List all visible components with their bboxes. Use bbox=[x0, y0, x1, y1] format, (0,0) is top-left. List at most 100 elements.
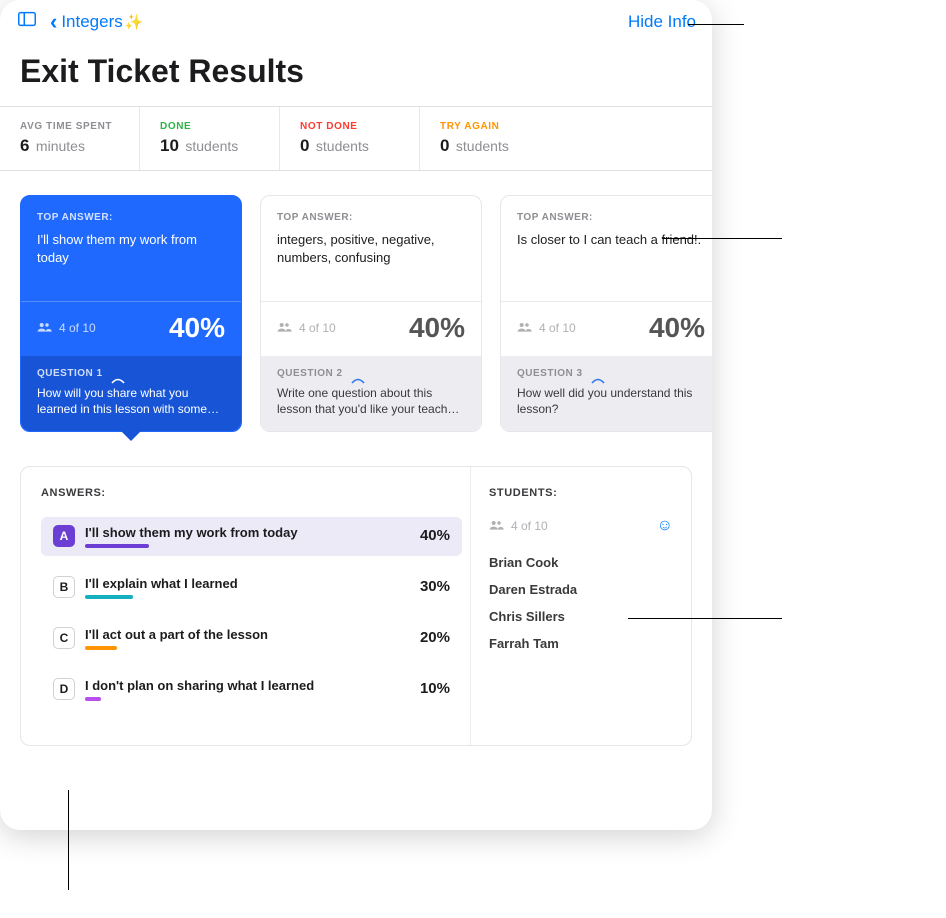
respondent-count: 4 of 10 bbox=[277, 321, 336, 336]
answer-text: I'll show them my work from today bbox=[85, 525, 398, 540]
answer-row[interactable]: C I'll act out a part of the lesson 20% bbox=[41, 619, 462, 658]
top-answer-label: TOP ANSWER: bbox=[37, 212, 225, 223]
stats-strip: AVG TIME SPENT 6 minutes DONE 10 student… bbox=[0, 106, 712, 171]
card-top: TOP ANSWER: integers, positive, negative… bbox=[261, 196, 481, 301]
student-name[interactable]: Brian Cook bbox=[489, 549, 673, 576]
people-icon bbox=[37, 321, 53, 336]
stat-unit: minutes bbox=[36, 138, 85, 154]
people-icon bbox=[277, 321, 293, 336]
stat-value: 0 bbox=[300, 136, 309, 155]
question-card[interactable]: TOP ANSWER: Is closer to I can teach a f… bbox=[500, 195, 712, 432]
answer-letter-badge: B bbox=[53, 576, 75, 598]
question-number-label: QUESTION 1 bbox=[37, 368, 103, 379]
answer-row[interactable]: A I'll show them my work from today 40% bbox=[41, 517, 462, 556]
stat-label: TRY AGAIN bbox=[440, 121, 542, 132]
answer-row[interactable]: D I don't plan on sharing what I learned… bbox=[41, 670, 462, 709]
stat-label: AVG TIME SPENT bbox=[20, 121, 121, 132]
students-count-text: 4 of 10 bbox=[511, 519, 548, 533]
respondent-count: 4 of 10 bbox=[517, 321, 576, 336]
people-icon bbox=[489, 519, 505, 534]
top-answer-text: integers, positive, negative, numbers, c… bbox=[277, 231, 465, 266]
answer-letter-badge: D bbox=[53, 678, 75, 700]
stat-value: 6 bbox=[20, 136, 29, 155]
arc-icon bbox=[351, 371, 365, 377]
stat-unit: students bbox=[456, 138, 509, 154]
student-name[interactable]: Chris Sillers bbox=[489, 603, 673, 630]
students-section-label: STUDENTS: bbox=[489, 487, 673, 499]
hide-info-button[interactable]: Hide Info bbox=[628, 12, 696, 32]
question-cards-row: TOP ANSWER: I'll show them my work from … bbox=[0, 171, 712, 456]
question-card[interactable]: TOP ANSWER: integers, positive, negative… bbox=[260, 195, 482, 432]
answer-bar bbox=[85, 646, 117, 650]
callout-line bbox=[68, 790, 69, 890]
answers-column: ANSWERS: A I'll show them my work from t… bbox=[21, 467, 471, 745]
question-card[interactable]: TOP ANSWER: I'll show them my work from … bbox=[20, 195, 242, 432]
answer-letter-badge: C bbox=[53, 627, 75, 649]
answer-text: I don't plan on sharing what I learned bbox=[85, 678, 398, 693]
stat-value: 0 bbox=[440, 136, 449, 155]
callout-line bbox=[662, 238, 782, 239]
sparkle-icon: ✨ bbox=[125, 13, 144, 31]
stat-label: NOT DONE bbox=[300, 121, 401, 132]
stat-block: NOT DONE 0 students bbox=[280, 107, 420, 170]
stat-value: 10 bbox=[160, 136, 179, 155]
callout-line bbox=[688, 24, 744, 25]
stat-unit: students bbox=[316, 138, 369, 154]
arc-icon bbox=[591, 371, 605, 377]
stat-block: DONE 10 students bbox=[140, 107, 280, 170]
card-mid: 4 of 10 40% bbox=[21, 301, 241, 356]
student-name[interactable]: Daren Estrada bbox=[489, 576, 673, 603]
students-column: STUDENTS: 4 of 10 ☺ Brian CookDaren Estr… bbox=[471, 467, 691, 745]
answer-text: I'll explain what I learned bbox=[85, 576, 398, 591]
stat-block: TRY AGAIN 0 students bbox=[420, 107, 560, 170]
card-bottom: QUESTION 1 How will you share what you l… bbox=[21, 356, 241, 431]
answer-percentage: 20% bbox=[408, 627, 450, 646]
answer-letter-badge: A bbox=[53, 525, 75, 547]
answer-body: I'll show them my work from today bbox=[85, 525, 398, 548]
top-answer-label: TOP ANSWER: bbox=[277, 212, 465, 223]
student-name[interactable]: Farrah Tam bbox=[489, 630, 673, 657]
people-icon bbox=[517, 321, 533, 336]
app-frame: ‹ Integers ✨ Hide Info Exit Ticket Resul… bbox=[0, 0, 712, 830]
question-number-label: QUESTION 3 bbox=[517, 368, 583, 379]
detail-panel: ANSWERS: A I'll show them my work from t… bbox=[20, 466, 692, 746]
card-top: TOP ANSWER: Is closer to I can teach a f… bbox=[501, 196, 712, 301]
percentage-value: 40% bbox=[649, 312, 705, 344]
answer-bar bbox=[85, 544, 149, 548]
stat-unit: students bbox=[185, 138, 238, 154]
answer-percentage: 10% bbox=[408, 678, 450, 697]
stat-block: AVG TIME SPENT 6 minutes bbox=[0, 107, 140, 170]
percentage-value: 40% bbox=[409, 312, 465, 344]
percentage-value: 40% bbox=[169, 312, 225, 344]
answer-bar bbox=[85, 595, 133, 599]
answer-text: I'll act out a part of the lesson bbox=[85, 627, 398, 642]
sidebar-toggle-icon[interactable] bbox=[16, 8, 38, 35]
respondent-count: 4 of 10 bbox=[37, 321, 96, 336]
answer-body: I'll act out a part of the lesson bbox=[85, 627, 398, 650]
page-title: Exit Ticket Results bbox=[0, 43, 712, 106]
question-text: How well did you understand this lesson? bbox=[517, 385, 705, 417]
chevron-left-icon: ‹ bbox=[50, 11, 57, 33]
card-mid: 4 of 10 40% bbox=[501, 301, 712, 356]
count-text: 4 of 10 bbox=[539, 321, 576, 335]
reaction-icon[interactable]: ☺ bbox=[657, 517, 673, 535]
answer-body: I'll explain what I learned bbox=[85, 576, 398, 599]
students-count-row: 4 of 10 ☺ bbox=[489, 517, 673, 535]
question-text: How will you share what you learned in t… bbox=[37, 385, 225, 417]
answers-section-label: ANSWERS: bbox=[41, 487, 462, 499]
top-answer-label: TOP ANSWER: bbox=[517, 212, 705, 223]
back-link[interactable]: ‹ Integers ✨ bbox=[50, 11, 143, 33]
answer-body: I don't plan on sharing what I learned bbox=[85, 678, 398, 701]
back-link-label: Integers bbox=[61, 12, 122, 32]
count-text: 4 of 10 bbox=[59, 321, 96, 335]
callout-line bbox=[628, 618, 782, 619]
top-answer-text: Is closer to I can teach a friend!. bbox=[517, 231, 705, 249]
answer-percentage: 40% bbox=[408, 525, 450, 544]
card-mid: 4 of 10 40% bbox=[261, 301, 481, 356]
answer-bar bbox=[85, 697, 101, 701]
card-bottom: QUESTION 3 How well did you understand t… bbox=[501, 356, 712, 431]
stat-label: DONE bbox=[160, 121, 261, 132]
top-bar: ‹ Integers ✨ Hide Info bbox=[0, 0, 712, 43]
answer-row[interactable]: B I'll explain what I learned 30% bbox=[41, 568, 462, 607]
top-answer-text: I'll show them my work from today bbox=[37, 231, 225, 266]
